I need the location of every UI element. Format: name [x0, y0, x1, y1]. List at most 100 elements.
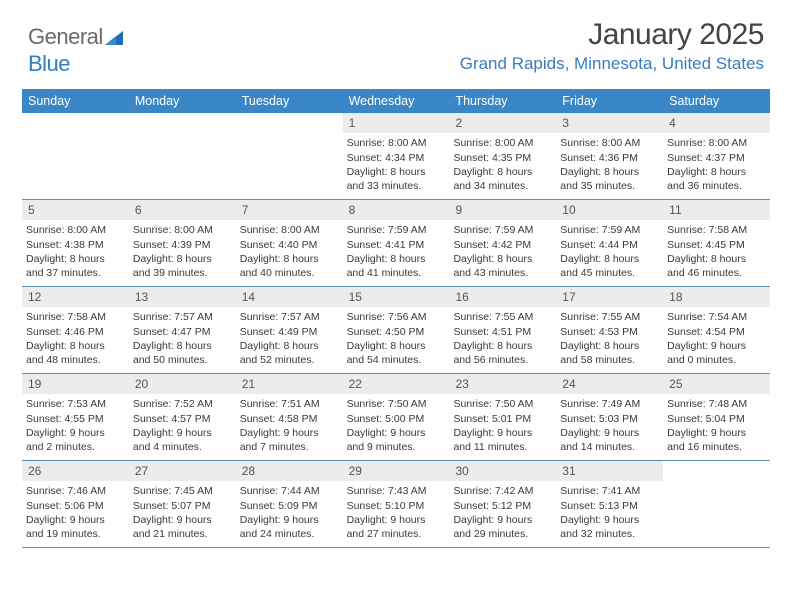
daylight-line-1: Daylight: 9 hours [560, 513, 659, 527]
day-cell: 11 Sunrise: 7:58 AMSunset: 4:45 PMDayligh… [663, 200, 770, 286]
day-number: 1 [343, 113, 450, 133]
sunrise-line: Sunrise: 7:55 AM [453, 310, 552, 324]
day-number: 16 [449, 287, 556, 307]
day-of-week-header: SundayMondayTuesdayWednesdayThursdayFrid… [22, 89, 770, 113]
sunset-line: Sunset: 5:09 PM [240, 499, 339, 513]
daylight-line-1: Daylight: 9 hours [240, 513, 339, 527]
daylight-line-2: and 50 minutes. [133, 353, 232, 367]
sunrise-line: Sunrise: 7:58 AM [667, 223, 766, 237]
day-number: 14 [236, 287, 343, 307]
sunrise-line: Sunrise: 7:46 AM [26, 484, 125, 498]
daylight-line-1: Daylight: 9 hours [667, 426, 766, 440]
daylight-line-1: Daylight: 9 hours [26, 513, 125, 527]
brand-part2: Blue [28, 51, 70, 76]
dow-cell: Tuesday [236, 89, 343, 113]
day-cell: 27Sunrise: 7:45 AMSunset: 5:07 PMDayligh… [129, 461, 236, 547]
sunset-line: Sunset: 4:55 PM [26, 412, 125, 426]
daylight-line-2: and 24 minutes. [240, 527, 339, 541]
daylight-line-1: Daylight: 8 hours [453, 339, 552, 353]
daylight-line-1: Daylight: 9 hours [560, 426, 659, 440]
sunset-line: Sunset: 4:54 PM [667, 325, 766, 339]
day-cell: 31Sunrise: 7:41 AMSunset: 5:13 PMDayligh… [556, 461, 663, 547]
day-cell: 20Sunrise: 7:52 AMSunset: 4:57 PMDayligh… [129, 374, 236, 460]
week-row: 12Sunrise: 7:58 AMSunset: 4:46 PMDayligh… [22, 287, 770, 374]
dow-cell: Friday [556, 89, 663, 113]
sunrise-line: Sunrise: 8:00 AM [347, 136, 446, 150]
daylight-line-2: and 43 minutes. [453, 266, 552, 280]
sunrise-line: Sunrise: 7:43 AM [347, 484, 446, 498]
daylight-line-2: and 37 minutes. [26, 266, 125, 280]
day-cell: 22Sunrise: 7:50 AMSunset: 5:00 PMDayligh… [343, 374, 450, 460]
sunrise-line: Sunrise: 8:00 AM [453, 136, 552, 150]
daylight-line-2: and 9 minutes. [347, 440, 446, 454]
daylight-line-1: Daylight: 9 hours [133, 513, 232, 527]
day-cell: 9Sunrise: 7:59 AMSunset: 4:42 PMDaylight… [449, 200, 556, 286]
day-number: 4 [663, 113, 770, 133]
daylight-line-1: Daylight: 8 hours [240, 339, 339, 353]
daylight-line-2: and 29 minutes. [453, 527, 552, 541]
sunrise-line: Sunrise: 8:00 AM [560, 136, 659, 150]
daylight-line-2: and 58 minutes. [560, 353, 659, 367]
day-cell: 14Sunrise: 7:57 AMSunset: 4:49 PMDayligh… [236, 287, 343, 373]
day-cell: 29Sunrise: 7:43 AMSunset: 5:10 PMDayligh… [343, 461, 450, 547]
sunset-line: Sunset: 4:49 PM [240, 325, 339, 339]
dow-cell: Saturday [663, 89, 770, 113]
sunset-line: Sunset: 5:03 PM [560, 412, 659, 426]
day-cell: 24Sunrise: 7:49 AMSunset: 5:03 PMDayligh… [556, 374, 663, 460]
sunrise-line: Sunrise: 8:00 AM [26, 223, 125, 237]
daylight-line-2: and 48 minutes. [26, 353, 125, 367]
dow-cell: Sunday [22, 89, 129, 113]
daylight-line-2: and 33 minutes. [347, 179, 446, 193]
day-number: 12 [22, 287, 129, 307]
daylight-line-1: Daylight: 8 hours [133, 252, 232, 266]
day-number: 10 [556, 200, 663, 220]
day-cell: 6Sunrise: 8:00 AMSunset: 4:39 PMDaylight… [129, 200, 236, 286]
day-cell: 7 Sunrise: 8:00 AMSunset: 4:40 PMDaylight… [236, 200, 343, 286]
day-number: 30 [449, 461, 556, 481]
daylight-line-1: Daylight: 9 hours [26, 426, 125, 440]
daylight-line-1: Daylight: 8 hours [560, 339, 659, 353]
sunset-line: Sunset: 4:40 PM [240, 238, 339, 252]
day-cell: 17Sunrise: 7:55 AMSunset: 4:53 PMDayligh… [556, 287, 663, 373]
dow-cell: Thursday [449, 89, 556, 113]
day-number: 26 [22, 461, 129, 481]
sunset-line: Sunset: 5:12 PM [453, 499, 552, 513]
daylight-line-1: Daylight: 9 hours [453, 426, 552, 440]
daylight-line-1: Daylight: 8 hours [347, 165, 446, 179]
day-number: 7 [236, 200, 343, 220]
daylight-line-2: and 11 minutes. [453, 440, 552, 454]
day-number: 11 [663, 200, 770, 220]
sunset-line: Sunset: 5:04 PM [667, 412, 766, 426]
day-cell: 13Sunrise: 7:57 AMSunset: 4:47 PMDayligh… [129, 287, 236, 373]
sunrise-line: Sunrise: 7:51 AM [240, 397, 339, 411]
sunset-line: Sunset: 4:34 PM [347, 151, 446, 165]
daylight-line-1: Daylight: 8 hours [133, 339, 232, 353]
sunrise-line: Sunrise: 7:50 AM [347, 397, 446, 411]
day-number: 19 [22, 374, 129, 394]
day-number: 9 [449, 200, 556, 220]
daylight-line-1: Daylight: 8 hours [453, 165, 552, 179]
sunrise-line: Sunrise: 7:54 AM [667, 310, 766, 324]
sunrise-line: Sunrise: 7:41 AM [560, 484, 659, 498]
sunset-line: Sunset: 4:44 PM [560, 238, 659, 252]
daylight-line-2: and 19 minutes. [26, 527, 125, 541]
sunset-line: Sunset: 5:01 PM [453, 412, 552, 426]
daylight-line-1: Daylight: 8 hours [667, 252, 766, 266]
sunset-line: Sunset: 4:42 PM [453, 238, 552, 252]
daylight-line-2: and 16 minutes. [667, 440, 766, 454]
day-number: 21 [236, 374, 343, 394]
sunset-line: Sunset: 4:45 PM [667, 238, 766, 252]
day-cell: . [129, 113, 236, 199]
daylight-line-2: and 32 minutes. [560, 527, 659, 541]
daylight-line-1: Daylight: 8 hours [240, 252, 339, 266]
brand-triangle-icon [105, 25, 123, 51]
daylight-line-2: and 52 minutes. [240, 353, 339, 367]
sunrise-line: Sunrise: 8:00 AM [240, 223, 339, 237]
sunrise-line: Sunrise: 8:00 AM [667, 136, 766, 150]
daylight-line-2: and 4 minutes. [133, 440, 232, 454]
sunset-line: Sunset: 4:39 PM [133, 238, 232, 252]
daylight-line-1: Daylight: 9 hours [667, 339, 766, 353]
day-number: 17 [556, 287, 663, 307]
daylight-line-2: and 40 minutes. [240, 266, 339, 280]
day-cell: 2Sunrise: 8:00 AMSunset: 4:35 PMDaylight… [449, 113, 556, 199]
